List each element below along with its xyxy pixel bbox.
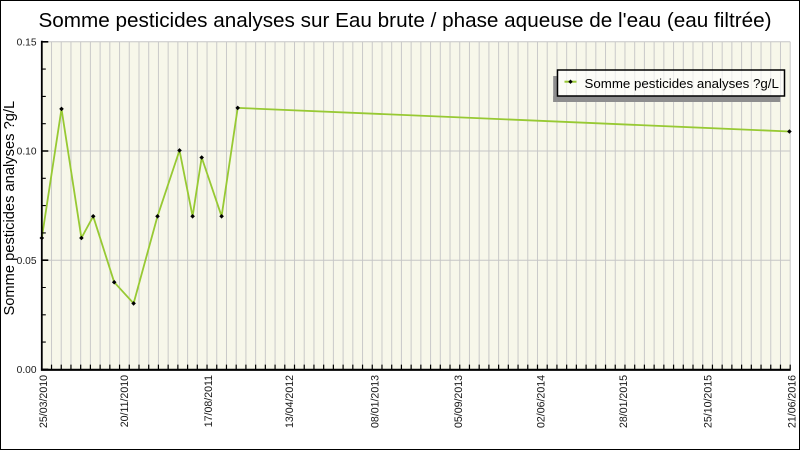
svg-text:17/08/2011: 17/08/2011 <box>203 375 215 427</box>
svg-text:0.05: 0.05 <box>17 256 37 267</box>
svg-text:28/01/2015: 28/01/2015 <box>618 375 630 428</box>
svg-text:25/10/2015: 25/10/2015 <box>702 375 714 428</box>
svg-text:02/06/2014: 02/06/2014 <box>535 375 547 428</box>
svg-text:0.00: 0.00 <box>17 365 37 376</box>
svg-text:Somme pesticides analyses ?g/L: Somme pesticides analyses ?g/L <box>2 101 18 316</box>
svg-text:0.10: 0.10 <box>17 147 37 158</box>
svg-text:0.15: 0.15 <box>17 37 37 48</box>
svg-text:13/04/2012: 13/04/2012 <box>284 375 296 428</box>
svg-text:25/03/2010: 25/03/2010 <box>38 375 50 428</box>
svg-text:Somme pesticides analyses ?g/L: Somme pesticides analyses ?g/L <box>585 76 779 91</box>
svg-text:08/01/2013: 08/01/2013 <box>370 375 382 428</box>
svg-text:05/09/2013: 05/09/2013 <box>453 375 465 428</box>
svg-text:20/11/2010: 20/11/2010 <box>119 375 131 427</box>
svg-text:Somme pesticides analyses sur: Somme pesticides analyses sur Eau brute … <box>38 9 771 32</box>
svg-text:21/06/2016: 21/06/2016 <box>786 375 798 428</box>
